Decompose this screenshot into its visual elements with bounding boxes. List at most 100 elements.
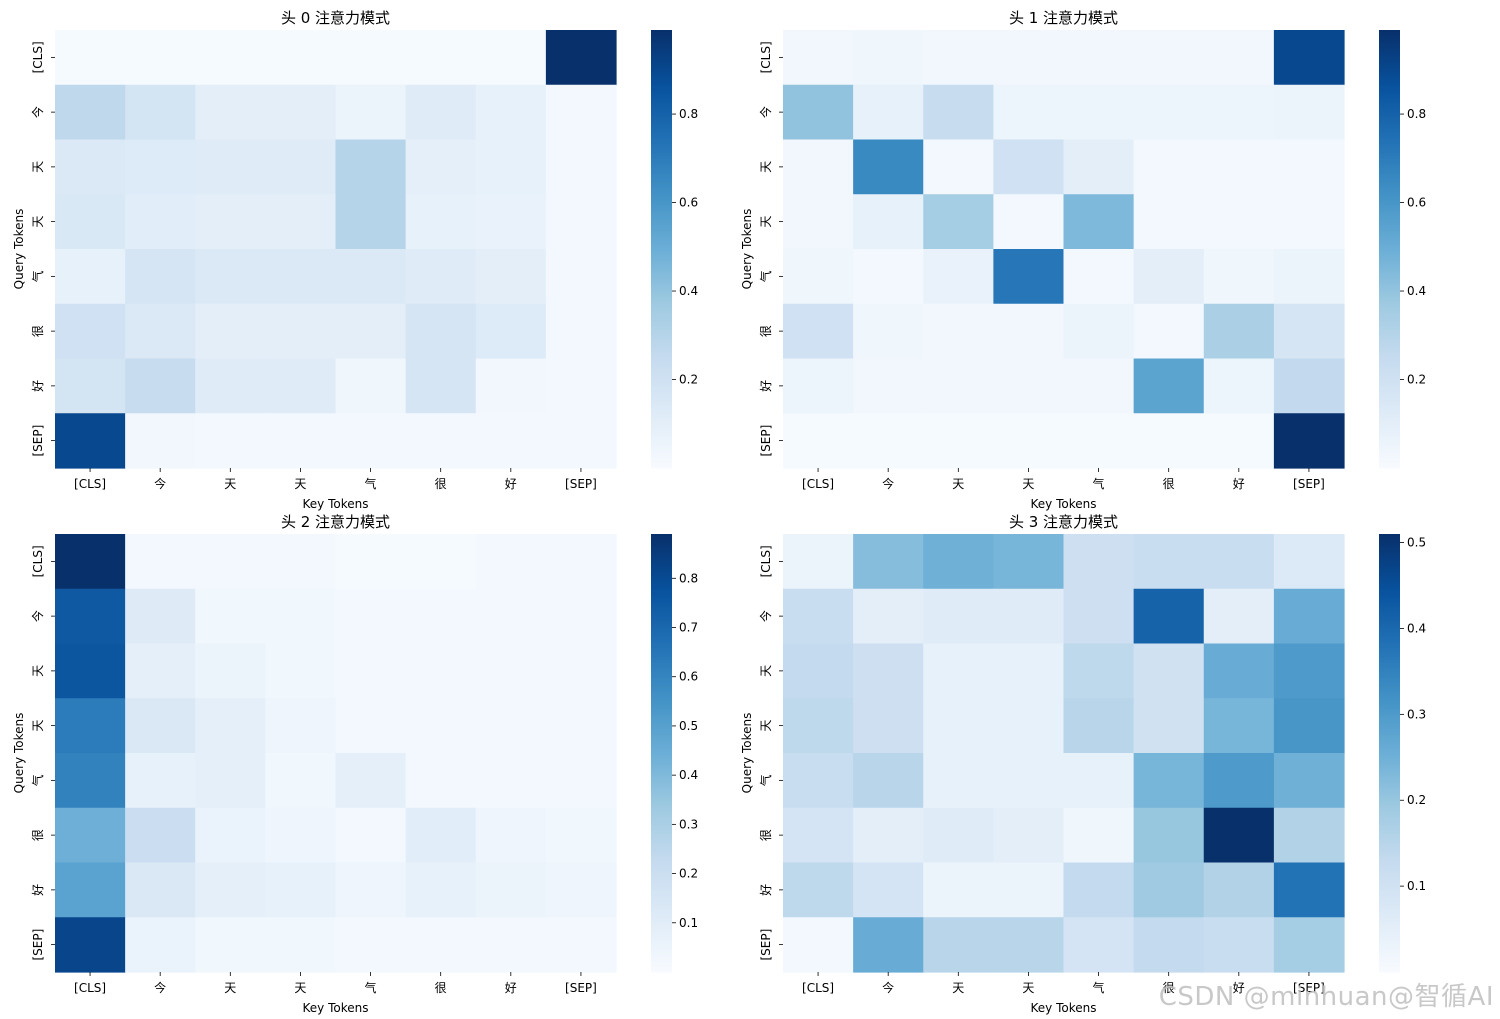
heatmap-cell <box>195 698 266 754</box>
colorbar-segment <box>651 259 672 263</box>
heatmap-cell <box>405 249 477 305</box>
colorbar-segment <box>1379 735 1400 739</box>
colorbar-segment <box>651 351 672 355</box>
colorbar-segment <box>651 213 672 217</box>
colorbar-tick-label: 0.5 <box>679 719 698 733</box>
heatmap-cell <box>335 30 407 86</box>
colorbar-segment <box>1379 178 1400 182</box>
colorbar-segment <box>1379 858 1400 861</box>
colorbar-segment <box>651 796 672 800</box>
colorbar-segment <box>1379 965 1400 969</box>
colorbar-segment <box>651 249 672 252</box>
colorbar-segment <box>1379 222 1400 226</box>
colorbar-segment <box>651 358 672 362</box>
colorbar-segment <box>1379 303 1400 307</box>
heatmap-cell <box>405 30 477 86</box>
heatmap-cell <box>265 588 337 645</box>
heatmap-cell <box>1063 534 1135 590</box>
colorbar-segment <box>651 757 672 761</box>
heatmap-cell <box>1203 917 1275 973</box>
colorbar-tick-label: 0.6 <box>1407 196 1426 210</box>
colorbar-segment <box>651 174 672 178</box>
colorbar-segment <box>651 211 672 215</box>
colorbar-segment <box>1379 869 1400 872</box>
colorbar-segment <box>1379 459 1400 463</box>
colorbar-segment <box>1379 150 1400 154</box>
colorbar-segment <box>651 73 672 77</box>
x-axis-label: Key Tokens <box>303 497 369 511</box>
colorbar-segment <box>1379 448 1400 452</box>
colorbar-segment <box>1379 181 1400 184</box>
colorbar-segment <box>1379 590 1400 594</box>
colorbar-tick-label: 0.8 <box>679 107 698 121</box>
colorbar-segment <box>651 930 672 934</box>
heatmap-cell <box>1133 139 1205 195</box>
colorbar-segment <box>1379 89 1400 92</box>
colorbar-segment <box>1379 728 1400 732</box>
heatmap-cell <box>475 303 547 360</box>
colorbar-segment <box>651 457 672 460</box>
y-tick-label: 气 <box>30 774 45 786</box>
colorbar-segment <box>651 536 672 539</box>
heatmap-cell <box>1273 413 1345 469</box>
colorbar-segment <box>651 218 672 222</box>
colorbar-segment <box>651 615 672 618</box>
colorbar-segment <box>651 80 672 84</box>
colorbar-segment <box>651 62 672 66</box>
colorbar-segment <box>651 194 672 198</box>
colorbar-segment <box>1379 919 1400 923</box>
chart-title: 头 2 注意力模式 <box>281 513 390 531</box>
colorbar-segment <box>651 413 672 417</box>
colorbar-segment <box>651 30 672 33</box>
colorbar-segment <box>1379 454 1400 458</box>
colorbar-segment <box>651 36 672 40</box>
x-tick-label: [SEP] <box>565 477 597 491</box>
colorbar-segment <box>1379 700 1400 704</box>
heatmap-cell <box>1203 194 1275 250</box>
heatmap-cell <box>993 358 1065 414</box>
colorbar-segment <box>651 562 672 566</box>
colorbar-segment <box>651 95 672 99</box>
colorbar-segment <box>651 761 672 765</box>
colorbar-segment <box>651 919 672 923</box>
colorbar-segment <box>1379 779 1400 783</box>
colorbar-segment <box>651 408 672 412</box>
colorbar-segment <box>1379 238 1400 241</box>
colorbar-segment <box>1379 411 1400 414</box>
colorbar-segment <box>1379 415 1400 419</box>
colorbar-segment <box>1379 586 1400 590</box>
colorbar-segment <box>1379 645 1400 649</box>
heatmap-cell <box>545 534 617 590</box>
colorbar-segment <box>651 544 672 548</box>
colorbar-segment <box>1379 132 1400 136</box>
colorbar-segment <box>651 146 672 149</box>
colorbar-segment <box>651 770 672 774</box>
colorbar-tick-label: 0.8 <box>679 571 698 585</box>
colorbar-segment <box>651 807 672 811</box>
heatmap-cell <box>1133 84 1205 141</box>
colorbar-segment <box>651 923 672 927</box>
colorbar-segment <box>1379 319 1400 322</box>
colorbar-segment <box>651 365 672 368</box>
colorbar-segment <box>1379 113 1400 117</box>
y-tick-label: [CLS] <box>759 41 773 73</box>
colorbar-segment <box>651 779 672 783</box>
heatmap-cell <box>783 862 854 918</box>
colorbar-segment <box>651 100 672 103</box>
colorbar-segment <box>651 150 672 154</box>
colorbar-segment <box>1379 958 1400 962</box>
colorbar-segment <box>651 540 672 544</box>
colorbar-segment <box>1379 941 1400 945</box>
heatmap-cell <box>265 413 337 469</box>
colorbar-segment <box>651 950 672 953</box>
colorbar-segment <box>651 873 672 877</box>
colorbar-segment <box>1379 634 1400 638</box>
colorbar-segment <box>651 818 672 822</box>
colorbar-segment <box>1379 536 1400 539</box>
x-tick-label: [CLS] <box>802 981 834 995</box>
heatmap-cell <box>783 194 854 250</box>
colorbar-segment <box>1379 288 1400 292</box>
colorbar-segment <box>1379 343 1400 346</box>
heatmap-cell <box>783 249 854 305</box>
